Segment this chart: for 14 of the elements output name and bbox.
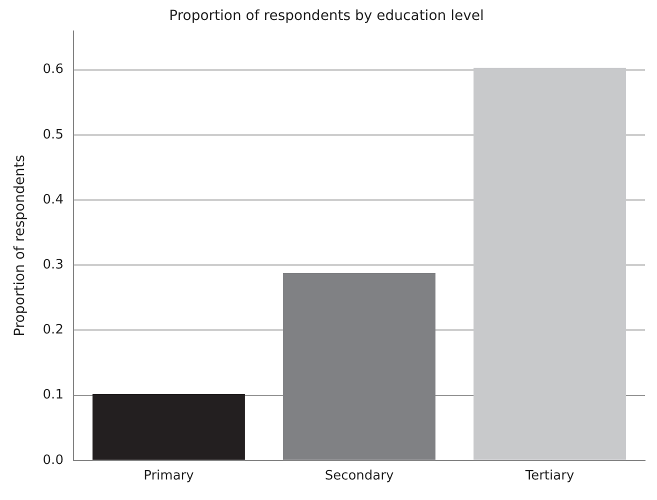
x-tick-label: Tertiary [524, 468, 574, 484]
x-tick-label: Secondary [324, 468, 394, 484]
y-tick-label: 0.2 [42, 322, 64, 338]
chart-title: Proportion of respondents by education level [169, 8, 484, 24]
y-tick-label: 0.3 [42, 258, 64, 272]
y-tick-label: 0.6 [42, 62, 64, 78]
bar [474, 68, 626, 460]
y-axis-title: Proportion of respondents [12, 154, 28, 336]
y-tick-label: 0.1 [42, 388, 64, 403]
bar [92, 394, 245, 460]
y-tick-label: 0.0 [42, 452, 64, 468]
x-tick-label: Primary [144, 468, 194, 484]
y-tick-label: 0.5 [42, 127, 64, 142]
y-tick-label: 0.4 [42, 192, 64, 208]
